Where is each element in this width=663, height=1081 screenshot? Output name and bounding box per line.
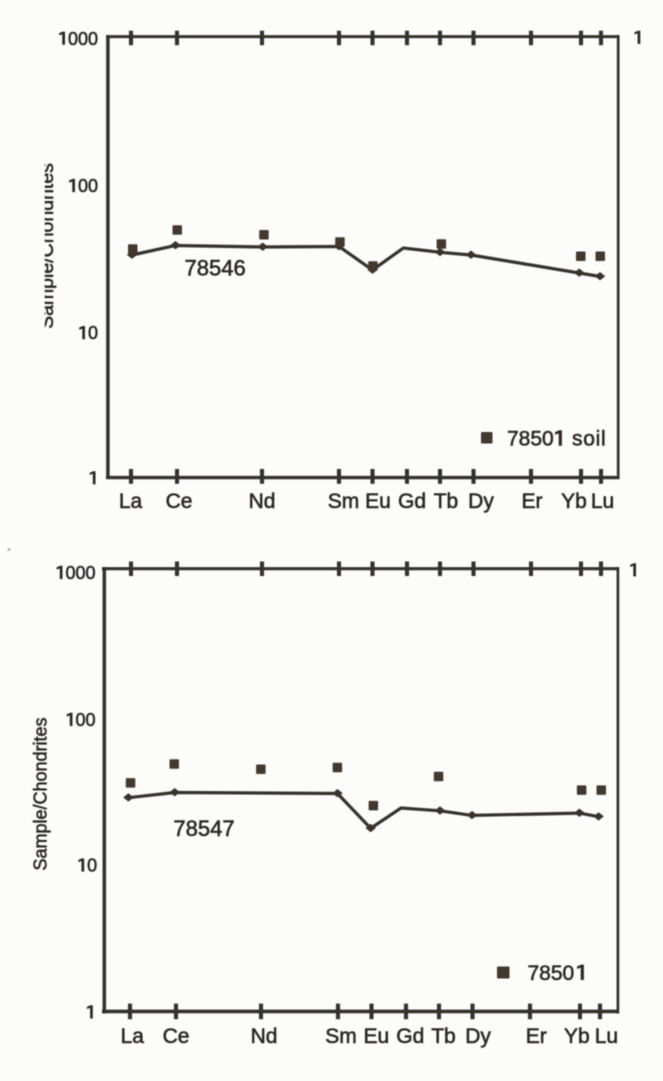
svg-text:Dy: Dy	[468, 490, 494, 513]
svg-text:Tb: Tb	[434, 490, 459, 513]
svg-text:Dy: Dy	[465, 1025, 491, 1048]
svg-text:Sample/Chondrites: Sample/Chondrites	[36, 163, 58, 329]
svg-text:Tb: Tb	[431, 1025, 456, 1048]
svg-text:Sample/Chondrites: Sample/Chondrites	[31, 717, 51, 870]
svg-text:Nd: Nd	[249, 490, 276, 513]
svg-text:0: 0	[87, 856, 97, 876]
svg-text:Lu: Lu	[595, 1025, 618, 1048]
svg-text:Eu: Eu	[365, 490, 391, 513]
svg-text:La: La	[119, 490, 143, 513]
svg-text:000: 000	[65, 563, 95, 583]
svg-text:Ce: Ce	[166, 490, 193, 513]
svg-text:Lu: Lu	[591, 490, 614, 513]
svg-text:Gd: Gd	[396, 1025, 424, 1048]
svg-text:Sm: Sm	[325, 1025, 357, 1048]
svg-text:Er: Er	[522, 490, 543, 513]
svg-text:Eu: Eu	[363, 1025, 389, 1048]
svg-text:00: 00	[78, 176, 98, 196]
svg-text:Er: Er	[526, 1025, 547, 1048]
svg-text:Nd: Nd	[251, 1025, 278, 1048]
svg-text:78547: 78547	[173, 816, 234, 841]
svg-text:Sm: Sm	[328, 490, 360, 513]
svg-text:7850: 7850	[507, 428, 554, 451]
svg-text:0: 0	[88, 323, 98, 343]
svg-text:soil: soil	[572, 428, 606, 451]
svg-text:Gd: Gd	[398, 490, 426, 513]
svg-text:7850: 7850	[528, 962, 575, 985]
svg-text:Yb: Yb	[561, 490, 587, 513]
svg-text:00: 00	[75, 710, 95, 730]
svg-text:Ce: Ce	[163, 1025, 190, 1048]
svg-text:Yb: Yb	[564, 1025, 590, 1048]
svg-text:La: La	[121, 1025, 145, 1048]
svg-text:000: 000	[68, 29, 98, 49]
svg-text:78546: 78546	[185, 256, 246, 281]
